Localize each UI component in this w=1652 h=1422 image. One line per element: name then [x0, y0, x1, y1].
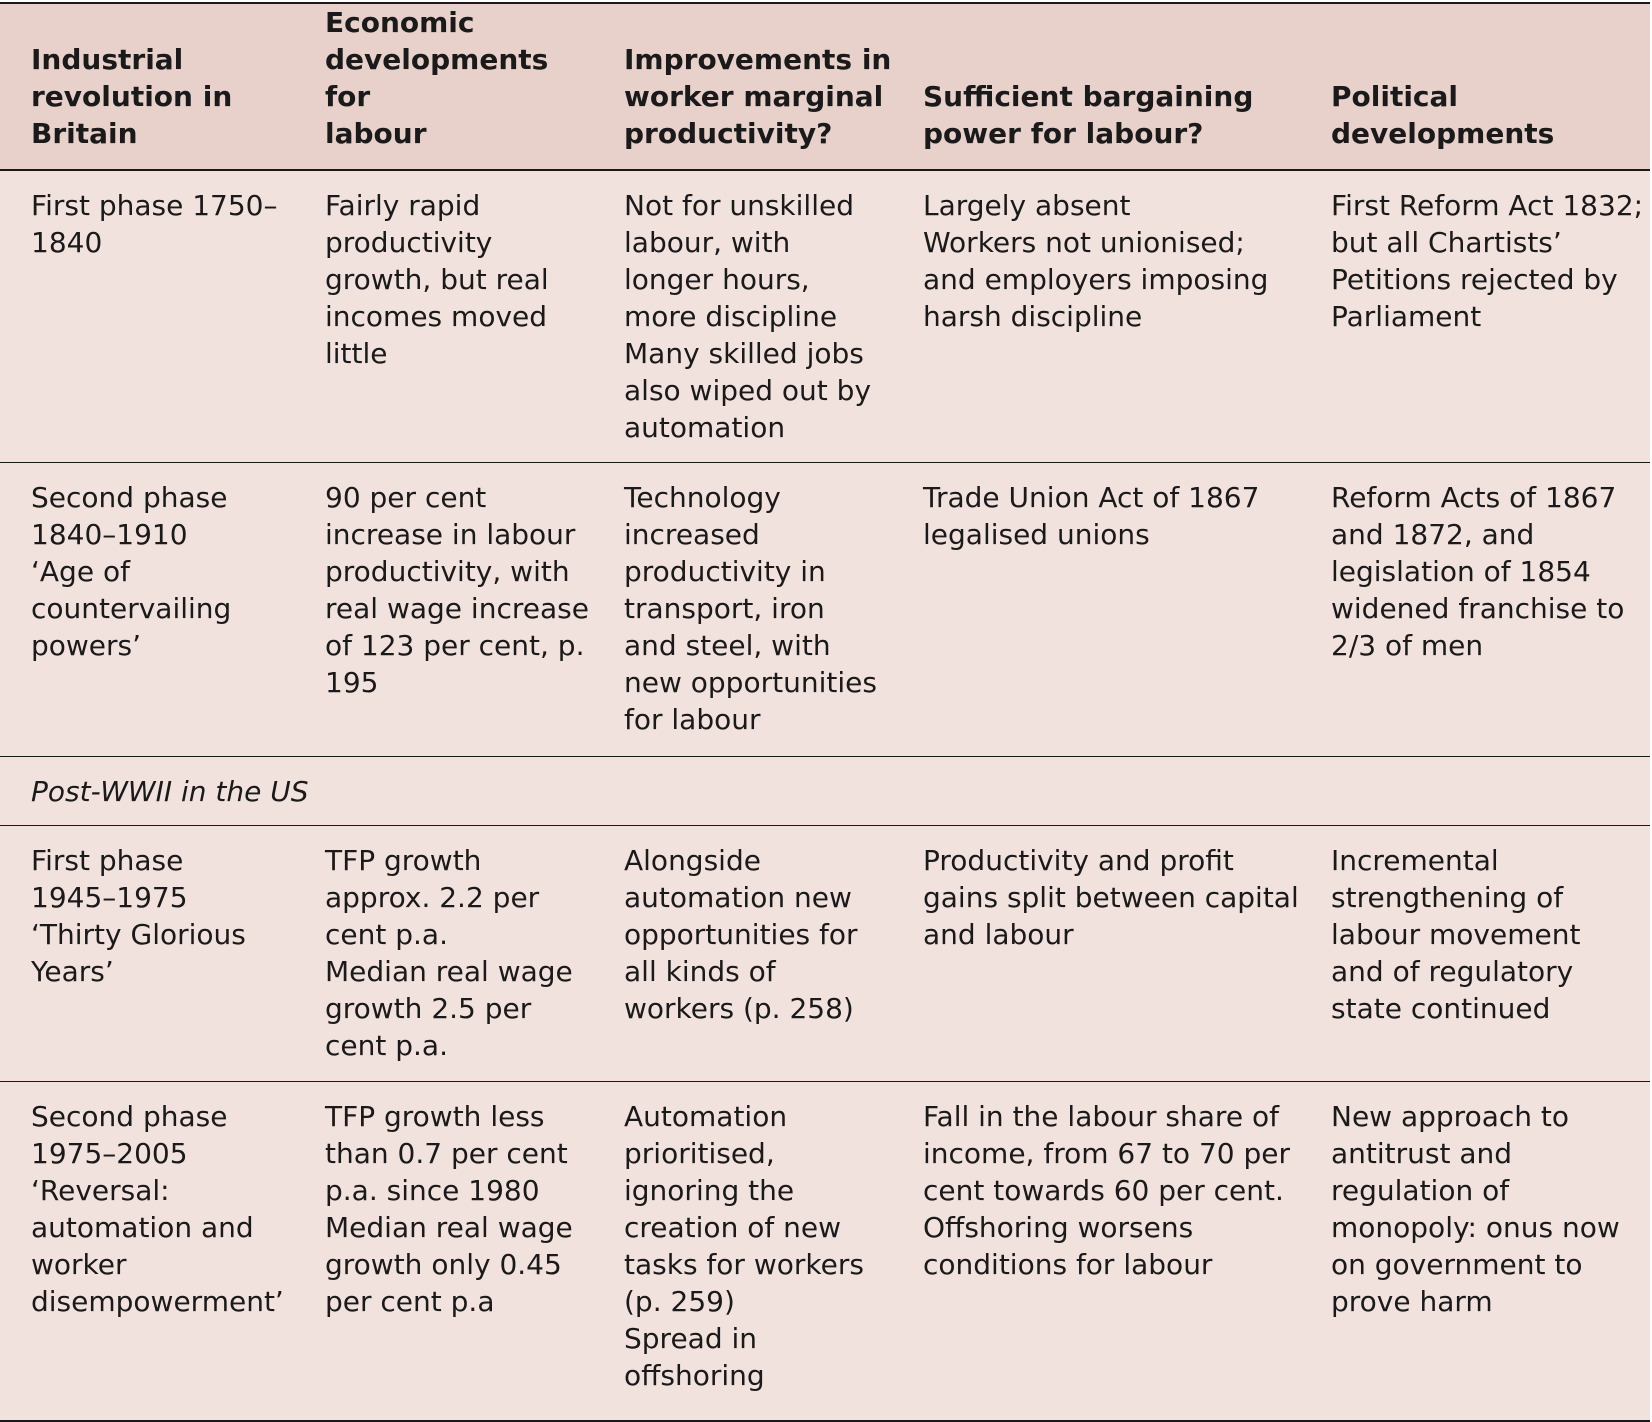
header-bargaining-power: Sufficient bargaining power for labour? [923, 80, 1254, 150]
cell-productivity: Automation prioritised, ignoring the cre… [624, 1099, 864, 1392]
section-row-post-wwii: Post-WWII in the US [0, 756, 1650, 825]
cell-economic: TFP growth approx. 2.2 per cent p.a. Med… [325, 843, 573, 1062]
table-body: First phase 1750– 1840 Fairly rapid prod… [0, 170, 1650, 1421]
cell-political: Reform Acts of 1867 and 1872, and legisl… [1331, 480, 1625, 662]
cell-economic: 90 per cent increase in labour productiv… [325, 480, 589, 699]
cell-political: Incremental strengthening of labour move… [1331, 843, 1581, 1025]
table-row: Second phase 1975–2005 ‘Reversal: automa… [0, 1081, 1650, 1421]
cell-phase: First phase 1945–1975 ‘Thirty Glorious Y… [31, 843, 246, 988]
cell-political: New approach to antitrust and regulation… [1331, 1099, 1620, 1318]
header-industrial-revolution: Industrial revolution in Britain [31, 43, 233, 150]
cell-bargaining: Fall in the labour share of income, from… [923, 1099, 1290, 1281]
cell-political: First Reform Act 1832; but all Chartists… [1331, 189, 1644, 333]
table-header: Industrial revolution in Britain Economi… [0, 3, 1650, 170]
cell-productivity: Alongside automation new opportunities f… [624, 843, 858, 1025]
table-row: First phase 1750– 1840 Fairly rapid prod… [0, 170, 1650, 462]
cell-bargaining: Productivity and profit gains split betw… [923, 843, 1299, 951]
header-political-developments: Political developments [1331, 80, 1555, 150]
cell-bargaining: Trade Union Act of 1867 legalised unions [923, 480, 1260, 551]
table-row: First phase 1945–1975 ‘Thirty Glorious Y… [0, 825, 1650, 1081]
header-marginal-productivity: Improvements in worker marginal producti… [624, 43, 892, 150]
cell-phase: First phase 1750– 1840 [31, 189, 278, 259]
cell-economic: Fairly rapid productivity growth, but re… [325, 189, 549, 370]
table-row: Second phase 1840–1910 ‘Age of counterva… [0, 462, 1650, 756]
cell-economic: TFP growth less than 0.7 per cent p.a. s… [325, 1099, 573, 1318]
section-label: Post-WWII in the US [31, 774, 309, 808]
cell-phase: Second phase 1840–1910 ‘Age of counterva… [31, 480, 232, 662]
cell-productivity: Not for unskilled labour, with longer ho… [624, 189, 872, 444]
header-economic-developments: Economic developments for labour [325, 6, 549, 150]
cell-productivity: Technology increased productivity in tra… [624, 480, 877, 736]
cell-bargaining: Largely absent Workers not unionised; an… [923, 189, 1269, 333]
cell-phase: Second phase 1975–2005 ‘Reversal: automa… [31, 1099, 284, 1318]
header-row: Industrial revolution in Britain Economi… [0, 3, 1650, 170]
